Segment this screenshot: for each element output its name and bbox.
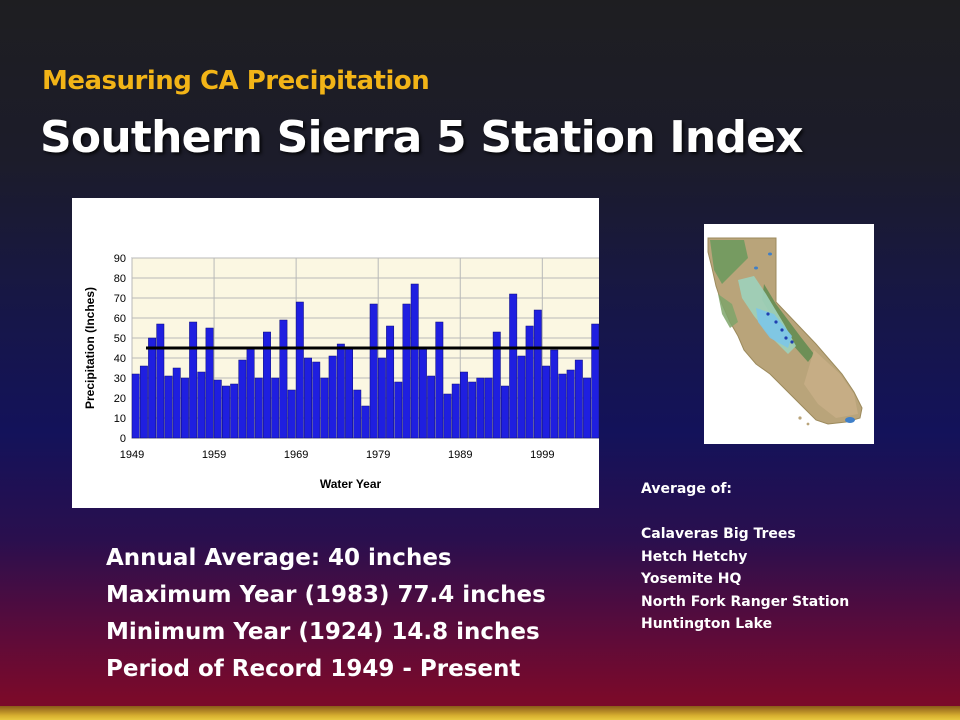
data-bar	[410, 283, 419, 439]
data-bar	[287, 389, 296, 439]
data-bar	[468, 381, 477, 439]
data-bar	[460, 371, 468, 439]
data-bar	[591, 323, 599, 439]
y-axis-title: Precipitation (Inches)	[83, 287, 97, 409]
data-bar	[427, 375, 436, 439]
data-bar	[271, 377, 280, 439]
station-item: Huntington Lake	[641, 616, 773, 632]
data-bar	[525, 325, 534, 439]
stat-minimum-year: Minimum Year (1924) 14.8 inches	[106, 619, 540, 645]
data-bar	[222, 385, 230, 439]
data-bar	[377, 357, 386, 439]
california-map	[704, 224, 874, 444]
x-axis-title: Water Year	[320, 477, 382, 491]
precipitation-chart: 0 10 20 30 40 50 60 70 80 90 1949 1959 1969 1979 1989 1…	[72, 198, 599, 508]
data-bar	[361, 405, 370, 439]
data-bar	[295, 301, 304, 439]
x-tick-label: 1989	[448, 449, 472, 461]
y-tick-label: 70	[114, 293, 126, 305]
data-bar	[205, 327, 214, 439]
data-bar	[583, 377, 591, 439]
stat-period-of-record: Period of Record 1949 - Present	[106, 656, 521, 682]
x-tick-label: 1969	[284, 449, 308, 461]
station-list-heading: Average of:	[641, 481, 733, 497]
data-bar	[312, 361, 321, 439]
data-bar	[476, 377, 485, 439]
y-tick-label: 80	[114, 273, 126, 285]
data-bar	[139, 365, 148, 439]
stat-annual-average: Annual Average: 40 inches	[106, 545, 452, 571]
data-bar	[336, 343, 345, 439]
slide-bottom-bar	[0, 706, 960, 720]
y-tick-label: 20	[114, 393, 126, 405]
station-item: North Fork Ranger Station	[641, 593, 850, 610]
slide-title: Southern Sierra 5 Station Index	[40, 112, 804, 163]
y-tick-label: 50	[114, 333, 126, 345]
data-bar	[180, 377, 189, 439]
data-bar	[509, 293, 518, 439]
station-item: Calaveras Big Trees	[641, 526, 796, 542]
x-tick-label: 1959	[202, 449, 226, 461]
x-tick-label: 1949	[120, 449, 144, 461]
data-bar	[566, 369, 575, 439]
station-list-spacer	[641, 501, 849, 524]
data-bar	[558, 373, 567, 439]
data-bar	[213, 379, 222, 439]
stat-maximum-year: Maximum Year (1983) 77.4 inches	[106, 582, 546, 608]
data-bar	[254, 377, 263, 439]
station-item: Yosemite HQ	[641, 571, 742, 587]
data-bar	[394, 381, 403, 439]
data-bar	[533, 309, 542, 439]
data-bar	[542, 365, 550, 439]
data-bar	[131, 373, 140, 439]
data-bar	[246, 347, 255, 439]
data-bar	[164, 375, 173, 439]
data-bar	[574, 359, 583, 439]
data-bar	[263, 331, 271, 439]
precipitation-stats: Annual Average: 40 inches Maximum Year (…	[106, 540, 546, 688]
data-bar	[328, 355, 337, 439]
data-bar	[304, 357, 312, 439]
data-bar	[386, 325, 395, 439]
data-bar	[418, 347, 427, 439]
y-tick-label: 0	[120, 433, 126, 445]
data-bar	[148, 337, 157, 439]
data-bar	[230, 383, 239, 439]
data-bar	[156, 323, 165, 439]
data-bar	[189, 321, 198, 439]
data-bar	[501, 385, 509, 439]
data-bar	[197, 371, 206, 439]
x-tick-label: 1999	[530, 449, 554, 461]
data-bar	[238, 359, 247, 439]
y-tick-label: 30	[114, 373, 126, 385]
data-bar	[451, 383, 460, 439]
data-bar	[320, 377, 329, 439]
data-bar	[172, 367, 181, 439]
data-bar	[550, 349, 559, 439]
y-tick-label: 10	[114, 413, 126, 425]
data-bar	[435, 321, 444, 439]
data-bar	[484, 377, 493, 439]
data-bar	[402, 303, 411, 439]
station-list: Average of: Calaveras Big Trees Hetch He…	[641, 478, 849, 636]
data-bar	[517, 355, 526, 439]
data-bar	[443, 393, 452, 439]
california-map-icon	[704, 224, 874, 444]
x-tick-label: 1979	[366, 449, 390, 461]
slide-subtitle: Measuring CA Precipitation	[42, 66, 430, 96]
data-bar	[369, 303, 378, 439]
data-bar	[279, 319, 288, 439]
data-bar	[353, 389, 362, 439]
chart-svg: 0 10 20 30 40 50 60 70 80 90 1949 1959 1969 1979 1989 1…	[83, 253, 599, 491]
y-tick-label: 40	[114, 353, 126, 365]
data-bar	[492, 331, 501, 439]
y-tick-label: 60	[114, 313, 126, 325]
station-item: Hetch Hetchy	[641, 548, 748, 565]
y-tick-label: 90	[114, 253, 126, 265]
data-bar	[345, 347, 354, 439]
